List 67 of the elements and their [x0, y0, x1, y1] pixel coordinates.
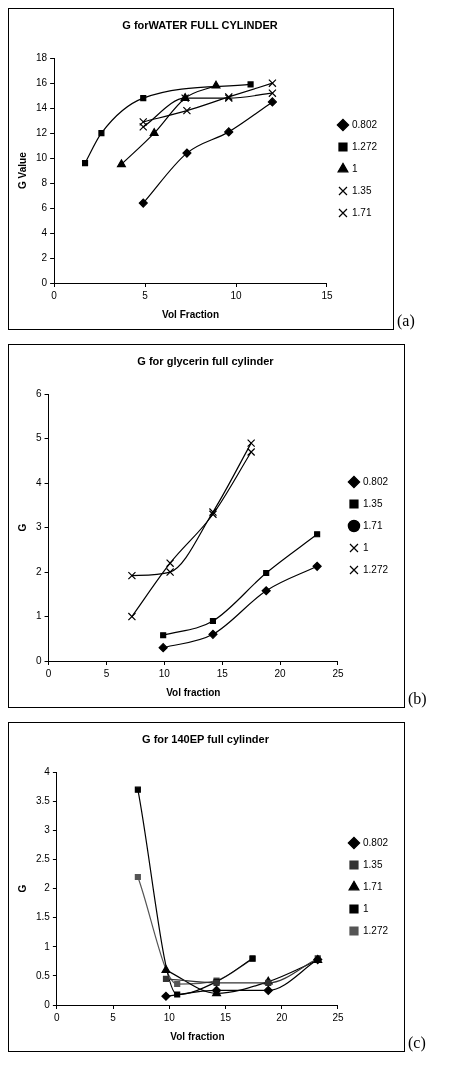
- legend-label: 0.802: [351, 118, 378, 130]
- legend-label: 1.35: [351, 184, 372, 196]
- x-tick-label: 10: [230, 289, 243, 301]
- x-tick-label: 25: [332, 667, 344, 679]
- y-tick-label: 1: [36, 610, 42, 622]
- y-tick-label: 0: [41, 276, 48, 288]
- x-tick-label: 0: [54, 1011, 61, 1023]
- text: (b): [408, 690, 427, 708]
- legend-label: 0.802: [362, 475, 389, 487]
- legend-label: 1: [351, 162, 358, 174]
- y-tick-label: 2: [41, 251, 48, 263]
- x-axis-title: Vol fraction: [166, 686, 221, 698]
- legend-label: 1.71: [362, 880, 383, 892]
- x-tick-label: 5: [142, 289, 149, 301]
- y-tick-label: 16: [36, 76, 48, 88]
- chart-title: G for 140EP full cylinder: [142, 732, 270, 745]
- legend-label: 1.71: [351, 206, 372, 218]
- y-tick-label: 4: [36, 476, 42, 488]
- y-tick-label: 3: [44, 824, 51, 836]
- legend-label: 1.272: [351, 140, 378, 152]
- chart-title: G for glycerin full cylinder: [137, 354, 275, 367]
- y-tick-label: 12: [36, 126, 48, 138]
- x-tick-label: 20: [276, 1011, 288, 1023]
- text: (a): [397, 312, 415, 330]
- y-tick-label: 0: [36, 654, 42, 666]
- legend-label: 1.272: [362, 924, 389, 936]
- x-axis-title: Vol Fraction: [162, 308, 220, 320]
- y-tick-label: 3.5: [36, 795, 51, 807]
- y-axis-title: G Value: [16, 151, 28, 189]
- y-tick-label: 18: [36, 51, 48, 63]
- y-tick-label: 14: [36, 101, 48, 113]
- x-tick-label: 15: [321, 289, 333, 301]
- y-tick-label: 6: [36, 387, 42, 399]
- x-tick-label: 10: [158, 667, 171, 679]
- y-tick-label: 2: [44, 882, 51, 894]
- x-tick-label: 15: [216, 667, 229, 679]
- legend-label: 0.802: [362, 836, 389, 848]
- y-tick-label: 0: [44, 998, 51, 1010]
- x-tick-label: 20: [274, 667, 287, 679]
- legend-label: 1.71: [362, 519, 383, 531]
- y-tick-label: 10: [36, 151, 48, 163]
- y-tick-label: 2.5: [36, 853, 51, 865]
- legend-label: 1: [362, 902, 369, 914]
- legend-label: 1.35: [362, 858, 383, 870]
- legend-label: 1.272: [362, 563, 389, 575]
- x-tick-label: 5: [103, 667, 110, 679]
- y-tick-label: 3: [36, 521, 42, 533]
- chart-title: G forWATER FULL CYLINDER: [122, 18, 278, 31]
- y-tick-label: 1: [44, 940, 51, 952]
- x-tick-label: 25: [332, 1011, 344, 1023]
- y-tick-label: 5: [36, 432, 42, 444]
- text: (c): [408, 1034, 426, 1052]
- x-tick-label: 10: [163, 1011, 176, 1023]
- y-tick-label: 8: [41, 176, 48, 188]
- y-tick-label: 1.5: [36, 911, 51, 923]
- y-tick-label: 4: [44, 765, 51, 777]
- x-tick-label: 5: [110, 1011, 117, 1023]
- y-tick-label: 4: [41, 226, 48, 238]
- y-axis-title: G: [16, 884, 28, 893]
- y-tick-label: 6: [41, 201, 48, 213]
- legend-label: 1: [362, 541, 369, 553]
- y-tick-label: 0.5: [36, 969, 51, 981]
- x-tick-label: 15: [219, 1011, 232, 1023]
- y-tick-label: 2: [36, 565, 42, 577]
- legend-label: 1.35: [362, 497, 383, 509]
- y-axis-title: G: [16, 523, 28, 532]
- x-axis-title: Vol fraction: [170, 1030, 225, 1042]
